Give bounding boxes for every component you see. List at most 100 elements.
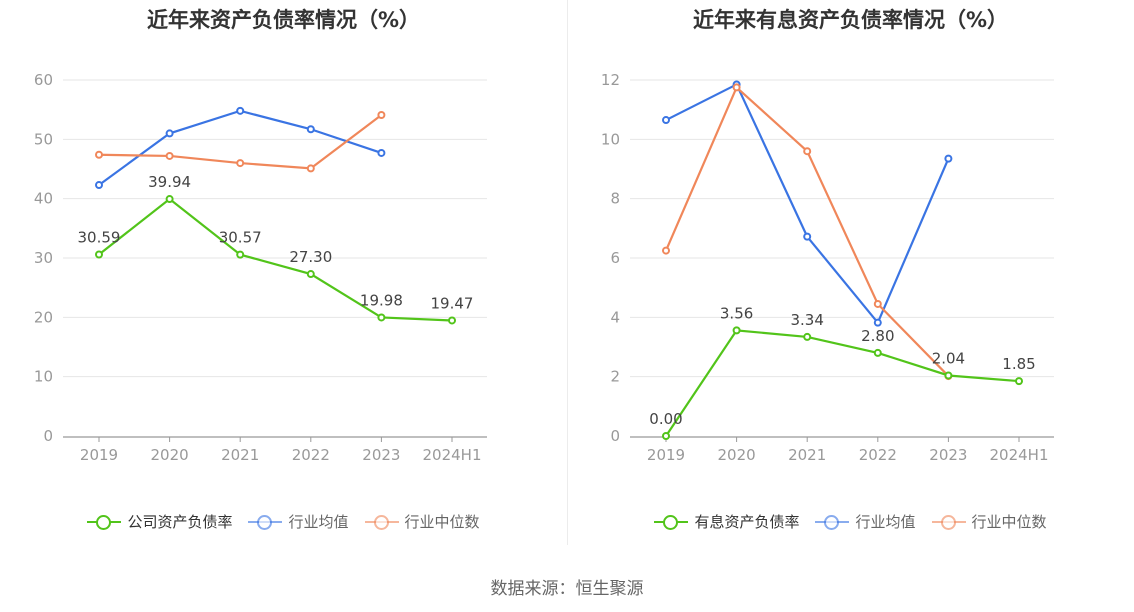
series-line-company <box>665 329 1020 437</box>
data-point-company <box>732 326 741 335</box>
series-line-industry-mean <box>665 82 950 325</box>
y-tick-label: 50 <box>34 130 53 148</box>
data-label: 2.80 <box>861 327 894 345</box>
legend-item-industry-median[interactable]: 行业中位数 <box>931 511 1047 532</box>
legend-label: 行业均值 <box>288 513 349 531</box>
data-point-company <box>803 332 812 341</box>
data-point-industry-median <box>732 83 741 92</box>
series-line-company <box>98 197 453 322</box>
data-point-company <box>1015 377 1023 386</box>
legend-item-company[interactable]: 有息资产负债率 <box>654 511 799 532</box>
x-tick-label: 2021 <box>221 446 259 464</box>
data-point-company <box>448 316 456 325</box>
x-tick-label: 2020 <box>718 446 756 464</box>
right-chart-title: 近年来有息资产负债率情况（%） <box>692 8 1009 32</box>
data-point-industry-mean <box>306 125 315 134</box>
legend-item-industry-mean[interactable]: 行业均值 <box>248 511 349 532</box>
right-chart-legend: 有息资产负债率 行业均值 行业中位数 <box>567 511 1134 532</box>
legend-line-marker-icon <box>654 512 689 532</box>
legend-item-industry-median[interactable]: 行业中位数 <box>364 511 480 532</box>
data-label: 19.98 <box>360 291 403 309</box>
data-point-company <box>377 313 386 322</box>
legend-item-company[interactable]: 公司资产负债率 <box>87 511 232 532</box>
data-label: 27.30 <box>289 248 332 266</box>
legend-label: 行业中位数 <box>404 513 480 531</box>
legend-item-industry-mean[interactable]: 行业均值 <box>815 511 916 532</box>
x-tick-label: 2022 <box>859 446 897 464</box>
legend-line-marker-icon <box>364 512 399 532</box>
data-point-industry-mean <box>662 116 670 125</box>
legend-line-marker-icon <box>815 512 850 532</box>
legend-label: 行业均值 <box>855 513 916 531</box>
data-point-industry-mean <box>873 318 882 327</box>
data-point-company <box>662 432 670 440</box>
left-chart-title: 近年来资产负债率情况（%） <box>146 8 421 32</box>
x-tick-label: 2021 <box>788 446 826 464</box>
x-tick-label: 2022 <box>292 446 330 464</box>
y-tick-label: 12 <box>601 71 620 89</box>
data-point-industry-mean <box>944 154 953 163</box>
x-tick-label: 2024H1 <box>990 446 1049 464</box>
data-label: 1.85 <box>1002 355 1035 373</box>
data-label: 39.94 <box>148 173 191 191</box>
data-point-company <box>165 195 174 204</box>
x-tick-label: 2024H1 <box>423 446 482 464</box>
data-label: 30.57 <box>219 229 262 247</box>
legend-line-marker-icon <box>931 512 966 532</box>
y-tick-label: 8 <box>610 190 620 208</box>
right-chart-panel: 近年来有息资产负债率情况（%） 0 2 4 6 8 10 12 2019 2020 2021 202… <box>567 0 1134 612</box>
legend-label: 有息资产负债率 <box>694 513 800 531</box>
y-tick-label: 2 <box>610 368 620 386</box>
data-source-label: 数据来源：恒生聚源 <box>490 579 644 599</box>
data-label: 2.04 <box>932 349 965 367</box>
data-point-company <box>873 348 882 357</box>
data-point-company <box>95 250 103 259</box>
y-tick-label: 10 <box>601 130 620 148</box>
left-chart-plot: 0 10 20 30 40 50 60 2019 2020 2021 2022 2023 2024H1 3… <box>34 71 487 464</box>
y-tick-label: 0 <box>610 427 620 445</box>
x-tick-label: 2020 <box>151 446 189 464</box>
legend-line-marker-icon <box>248 512 283 532</box>
legend-line-marker-icon <box>87 512 122 532</box>
y-tick-label: 10 <box>34 368 53 386</box>
x-tick-label: 2023 <box>362 446 400 464</box>
left-chart-legend: 公司资产负债率 行业均值 行业中位数 <box>0 511 567 532</box>
data-label: 19.47 <box>431 294 474 312</box>
data-label: 3.34 <box>790 311 823 329</box>
data-point-industry-mean <box>95 181 103 190</box>
y-tick-label: 0 <box>43 427 53 445</box>
x-tick-label: 2023 <box>929 446 967 464</box>
data-point-industry-median <box>306 164 315 173</box>
legend-label: 行业中位数 <box>971 513 1047 531</box>
y-tick-label: 30 <box>34 249 53 267</box>
data-label: 0.00 <box>649 410 682 428</box>
y-tick-label: 60 <box>34 71 53 89</box>
x-tick-label: 2019 <box>80 446 118 464</box>
y-tick-label: 6 <box>610 249 620 267</box>
panel-divider <box>567 0 568 545</box>
data-label: 3.56 <box>720 304 753 322</box>
data-point-company <box>944 371 953 380</box>
x-tick-label: 2019 <box>647 446 685 464</box>
data-point-industry-mean <box>165 129 174 138</box>
y-tick-label: 40 <box>34 190 53 208</box>
data-point-company <box>306 270 315 279</box>
data-point-industry-median <box>95 150 103 159</box>
series-line-industry-median <box>664 85 950 377</box>
left-chart-panel: 近年来资产负债率情况（%） 0 10 20 30 40 50 60 2019 2020 2021 2… <box>0 8 567 532</box>
legend-label: 公司资产负债率 <box>127 513 233 531</box>
data-point-industry-median <box>236 159 245 168</box>
data-point-industry-median <box>662 246 670 255</box>
right-chart-plot: 0 2 4 6 8 10 12 2019 2020 2021 2022 2023 2024H1 0.00 3… <box>601 71 1054 464</box>
y-tick-label: 4 <box>610 308 620 326</box>
data-label: 30.59 <box>78 228 121 246</box>
data-point-industry-mean <box>377 148 386 157</box>
y-tick-label: 20 <box>34 308 53 326</box>
data-point-industry-median <box>803 147 812 156</box>
data-point-company <box>236 250 245 259</box>
data-point-industry-median <box>873 299 882 308</box>
data-point-industry-median <box>377 111 386 120</box>
data-point-industry-median <box>165 151 174 160</box>
data-point-industry-mean <box>236 106 245 115</box>
data-point-industry-mean <box>803 232 812 241</box>
